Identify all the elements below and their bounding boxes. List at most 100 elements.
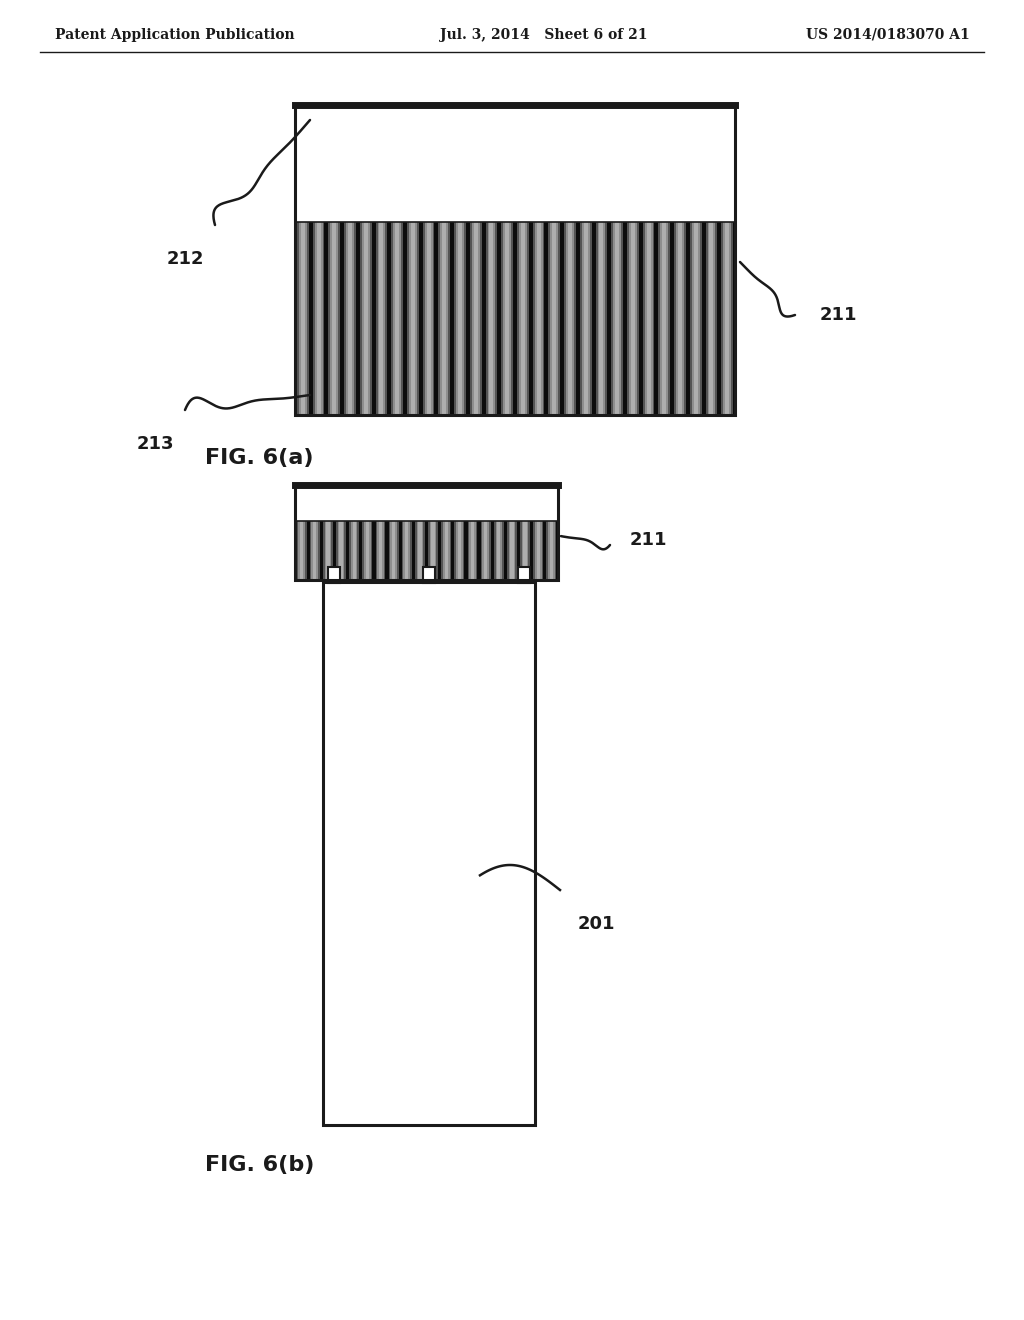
Bar <box>376 222 378 414</box>
Bar <box>344 521 346 579</box>
Bar <box>573 222 577 414</box>
Bar <box>692 222 694 414</box>
Bar <box>425 521 427 579</box>
Bar <box>347 521 350 579</box>
Bar <box>481 222 484 414</box>
Bar <box>617 222 620 414</box>
Bar <box>622 222 624 414</box>
Bar <box>436 521 438 579</box>
Bar <box>393 521 395 579</box>
Bar <box>421 222 423 414</box>
Bar <box>389 222 392 414</box>
Text: FIG. 6(a): FIG. 6(a) <box>205 447 313 469</box>
Bar <box>295 106 735 414</box>
Bar <box>487 521 489 579</box>
Bar <box>423 521 425 579</box>
Bar <box>297 521 299 579</box>
Bar <box>588 222 590 414</box>
Bar <box>493 521 495 579</box>
Bar <box>584 222 586 414</box>
Bar <box>410 521 413 579</box>
Bar <box>418 521 421 579</box>
Bar <box>483 222 486 414</box>
Bar <box>539 521 541 579</box>
Bar <box>706 222 708 414</box>
Bar <box>665 222 667 414</box>
Bar <box>295 484 558 579</box>
Bar <box>490 521 493 579</box>
Bar <box>323 222 325 414</box>
Bar <box>381 222 384 414</box>
Bar <box>518 568 530 583</box>
Bar <box>523 521 525 579</box>
Bar <box>526 222 529 414</box>
Bar <box>295 106 735 414</box>
Bar <box>354 521 356 579</box>
Bar <box>731 222 733 414</box>
Bar <box>471 521 473 579</box>
Bar <box>645 222 647 414</box>
Bar <box>305 521 307 579</box>
Bar <box>553 521 555 579</box>
Bar <box>376 521 378 579</box>
Bar <box>330 521 332 579</box>
Bar <box>515 222 517 414</box>
Bar <box>733 222 735 414</box>
Bar <box>532 222 536 414</box>
Bar <box>476 521 478 579</box>
Bar <box>494 222 496 414</box>
Bar <box>646 222 649 414</box>
Bar <box>420 521 422 579</box>
Bar <box>690 222 692 414</box>
Bar <box>523 222 525 414</box>
Bar <box>295 521 558 579</box>
Bar <box>652 222 655 414</box>
Bar <box>592 222 594 414</box>
Bar <box>325 222 327 414</box>
Bar <box>335 521 337 579</box>
Bar <box>451 222 453 414</box>
Bar <box>327 222 329 414</box>
Bar <box>401 222 403 414</box>
Bar <box>663 222 665 414</box>
Bar <box>625 222 628 414</box>
Bar <box>725 222 728 414</box>
Bar <box>310 222 313 414</box>
Bar <box>496 521 498 579</box>
Bar <box>511 222 513 414</box>
Bar <box>522 521 524 579</box>
Bar <box>605 222 608 414</box>
Bar <box>509 222 512 414</box>
Bar <box>385 521 387 579</box>
Bar <box>541 222 543 414</box>
Bar <box>469 521 471 579</box>
Bar <box>425 222 427 414</box>
Bar <box>384 521 386 579</box>
Bar <box>447 521 450 579</box>
Bar <box>412 521 414 579</box>
Bar <box>310 521 312 579</box>
Text: Jul. 3, 2014   Sheet 6 of 21: Jul. 3, 2014 Sheet 6 of 21 <box>440 28 647 42</box>
Bar <box>430 222 433 414</box>
Bar <box>485 222 488 414</box>
Bar <box>560 222 562 414</box>
Bar <box>357 222 360 414</box>
Bar <box>550 521 552 579</box>
Bar <box>564 222 566 414</box>
Bar <box>371 521 373 579</box>
Bar <box>444 222 446 414</box>
Bar <box>360 521 362 579</box>
Bar <box>366 521 368 579</box>
Bar <box>370 222 372 414</box>
Bar <box>547 222 549 414</box>
Bar <box>444 521 446 579</box>
Bar <box>727 222 730 414</box>
Bar <box>534 521 536 579</box>
Bar <box>308 521 310 579</box>
Bar <box>568 222 570 414</box>
Bar <box>517 222 519 414</box>
Bar <box>554 222 557 414</box>
Bar <box>507 521 509 579</box>
Bar <box>552 222 555 414</box>
Bar <box>620 222 622 414</box>
